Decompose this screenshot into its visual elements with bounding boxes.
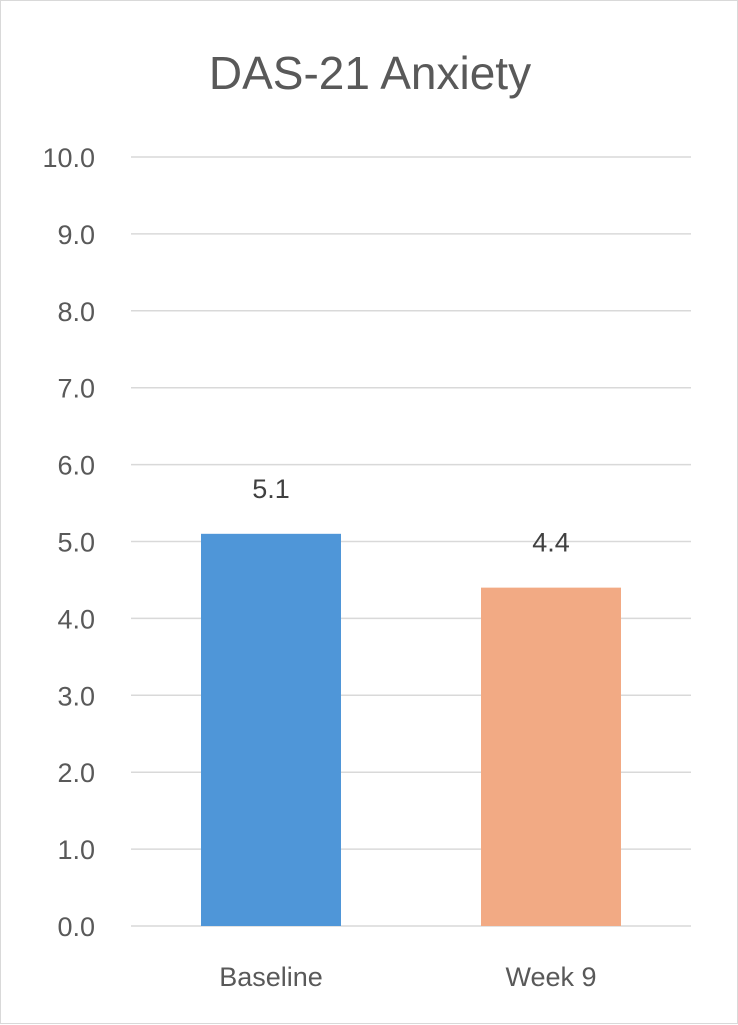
y-tick-label: 5.0	[57, 528, 95, 558]
data-label: 5.1	[252, 474, 290, 504]
y-tick-label: 4.0	[57, 604, 95, 634]
y-axis-tick-labels: 0.0 1.0 2.0 3.0 4.0 5.0 6.0 7.0 8.0 9.0 10.0	[42, 143, 95, 942]
y-tick-label: 6.0	[57, 451, 95, 481]
y-tick-label: 0.0	[57, 912, 95, 942]
x-axis-category-labels: Baseline Week 9	[219, 962, 596, 992]
bars	[201, 533, 621, 926]
data-label: 4.4	[532, 528, 570, 558]
category-label: Baseline	[219, 962, 323, 992]
y-tick-label: 2.0	[57, 758, 95, 788]
y-tick-label: 8.0	[57, 297, 95, 327]
chart-title: DAS-21 Anxiety	[209, 47, 531, 99]
data-labels: 5.1 4.4	[252, 474, 570, 558]
y-tick-label: 1.0	[57, 835, 95, 865]
bar	[481, 587, 621, 926]
y-tick-label: 10.0	[42, 143, 95, 173]
y-tick-label: 9.0	[57, 220, 95, 250]
bar	[201, 533, 341, 926]
y-tick-label: 7.0	[57, 374, 95, 404]
y-tick-label: 3.0	[57, 681, 95, 711]
category-label: Week 9	[505, 962, 596, 992]
